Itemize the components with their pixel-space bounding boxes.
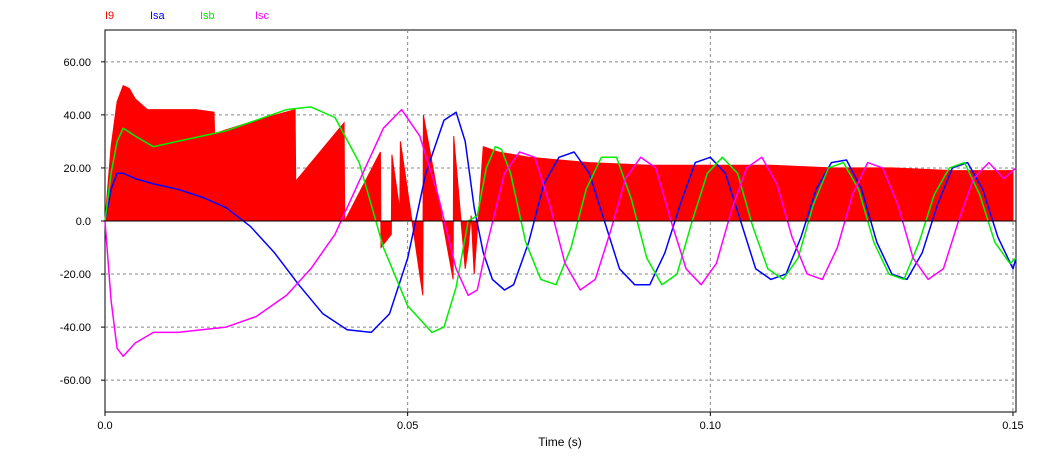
- x-tick-label: 0.05: [397, 420, 418, 432]
- y-tick-label: -40.00: [60, 322, 91, 334]
- series-isb-line: [104, 106, 1017, 334]
- series-isc-line: [104, 108, 1017, 358]
- y-tick-label: -60.00: [60, 375, 91, 387]
- y-tick-label: 0.0: [76, 216, 91, 228]
- legend-entry-isc: Isc: [255, 10, 270, 22]
- y-tick-label: -20.00: [60, 269, 91, 281]
- legend: I9 Isa Isb Isc: [105, 10, 270, 22]
- y-axis-ticks: 60.00 40.00 20.00 0.0 -20.00 -40.00 -60.00: [60, 57, 105, 387]
- x-tick-label: 0.0: [97, 420, 112, 432]
- legend-entry-isa: Isa: [150, 10, 166, 22]
- legend-entry-isb: Isb: [200, 10, 215, 22]
- legend-entry-i9: I9: [105, 10, 114, 22]
- series-i9-fill: [104, 85, 1014, 296]
- y-tick-label: 20.00: [63, 163, 91, 175]
- x-tick-label: 0.10: [700, 420, 721, 432]
- series-layer: [104, 85, 1017, 358]
- y-tick-label: 60.00: [63, 57, 91, 69]
- x-tick-label: 0.15: [1002, 420, 1023, 432]
- x-axis-ticks: 0.0 0.05 0.10 0.15: [97, 412, 1024, 432]
- x-axis-title: Time (s): [538, 435, 582, 449]
- y-tick-label: 40.00: [63, 110, 91, 122]
- series-isa-line: [104, 111, 1017, 334]
